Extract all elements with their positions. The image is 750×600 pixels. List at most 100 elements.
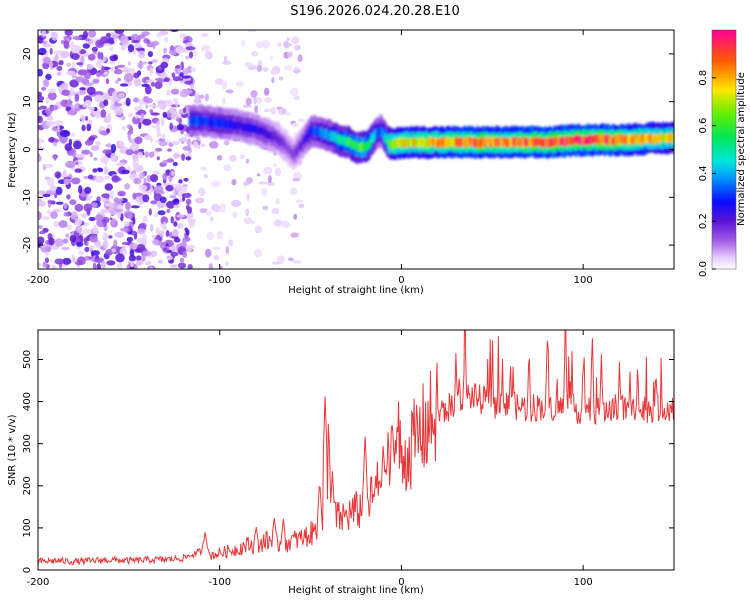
spectrogram-ridge-cell [578,136,581,145]
spectrogram-noise-blob [152,170,160,175]
spectrogram-noise-blob [63,202,68,210]
spectrogram-ridge-cell [318,127,321,137]
spectrogram-ridge-cell [430,137,433,147]
spectrogram-ridge-cell [448,137,451,147]
spectrogram-ridge-cell [402,137,405,146]
spectrogram-ridge-cell [466,136,469,146]
spectrogram-noise-blob [102,71,110,76]
spectrogram-noise-blob [166,200,176,209]
spectrogram-ridge-cell [546,139,549,148]
colorbar-frame [711,29,737,270]
spectrogram-noise-blob [171,72,176,78]
spectrogram-ridge-cell [654,135,657,144]
spectrogram-noise-blob [160,61,169,69]
spectrogram-ridge-cell [394,138,398,148]
spectrogram-ridge-cell [464,138,467,147]
colorbar-tick-label: 0.2 [698,213,709,229]
spectrogram-noise-blob [190,84,195,89]
spectrogram-ridge-cell [237,121,240,131]
spectrogram-ridge-cell [616,135,619,145]
spectrogram-ridge-cell [429,137,432,146]
spectrogram-ridge-cell [321,129,324,139]
spectrogram-ridge-cell [370,134,373,143]
spectrogram-noise-blob [246,30,257,33]
spectrogram-ridge-cell [270,132,273,142]
spectrogram-ridge-cell [462,138,465,148]
spectrogram-ridge-cell [392,139,395,148]
spectrogram-noise-blob [156,33,162,38]
spectrogram-noise-blob [38,47,47,56]
spectrogram-noise-blob [176,214,185,218]
spectrogram-ridge-cell [291,150,295,160]
spectrogram-ridge-cell [414,137,417,146]
spectrogram-ridge-cell [481,136,484,146]
spectrogram-noise-blob [83,203,93,212]
spectrogram-y-tick-label: -10 [22,189,33,205]
spectrogram-ridge-cell [294,147,297,157]
spectrogram-ridge-cell [266,130,269,139]
spectrogram-noise-blob [267,181,275,187]
spectrogram-noise-blob [84,246,90,253]
spectrogram-ridge-cell [457,137,460,147]
spectrogram-noise-blob [87,54,96,61]
colorbar: 0.0 0.2 0.4 0.6 0.8 Normalized spectral ampl… [698,29,747,277]
spectrogram-noise-blob [92,168,98,173]
spectrogram-noise-blob [198,94,205,99]
spectrogram-noise-blob [54,238,64,247]
spectrogram-x-label: Height of straight line (km) [288,285,424,296]
snr-x-tick-label: 100 [574,577,593,588]
spectrogram-noise-blob [50,105,59,111]
spectrogram-noise-blob [71,177,81,185]
spectrogram-noise-blob [264,97,273,103]
spectrogram-ridge-cell [281,138,284,147]
spectrogram-noise-blob [231,179,237,186]
spectrogram-noise-blob [80,114,86,122]
spectrogram-ridge-cell [372,133,375,143]
spectrogram-noise-blob [222,96,226,106]
spectrogram-ridge-cell [480,138,483,148]
spectrogram-ridge-cell [335,134,338,144]
spectrogram-noise-blob [135,47,145,51]
spectrogram-ridge-cell [369,138,372,147]
spectrogram-noise-blob [158,141,168,147]
colorbar-tick-label: 0.4 [698,165,709,181]
spectrogram-ridge-cell [458,138,461,148]
spectrogram-noise-blob [41,40,48,45]
spectrogram-ridge-cell [626,136,629,146]
spectrogram-noise-blob [210,180,221,188]
spectrogram-noise-blob [254,105,259,114]
spectrogram-ridge-cell [569,136,572,145]
spectrogram-noise-blob [183,107,187,113]
spectrogram-noise-blob [278,76,284,81]
spectrogram-noise-blob [154,81,163,89]
spectrogram-noise-blob [138,34,146,39]
spectrogram-noise-blob [138,122,142,130]
spectrogram-ridge-cell [298,141,301,151]
spectrogram-noise-blob [229,154,237,162]
spectrogram-ridge-cell [658,134,661,143]
spectrogram-noise-blob [181,75,191,79]
spectrogram-noise-blob [129,125,134,135]
spectrogram-noise-blob [38,236,45,245]
spectrogram-noise-blob [175,65,181,69]
spectrogram-noise-blob [155,148,163,152]
spectrogram-noise-blob [156,132,162,138]
spectrogram-noise-blob [69,87,75,97]
spectrogram-noise-blob [113,208,124,213]
spectrogram-ridge-cell [486,137,489,146]
spectrogram-noise-blob [125,97,131,107]
spectrogram-ridge-cell [631,136,634,145]
spectrogram-ridge-cell [312,126,315,136]
spectrogram-ridge-cell [361,143,364,152]
spectrogram-ridge-cell [232,120,235,130]
spectrogram-noise-blob [117,262,123,269]
spectrogram-noise-blob [182,239,187,248]
spectrogram-ridge-cell [440,138,443,148]
spectrogram-noise-blob [290,258,294,262]
spectrogram-ridge-cell [531,136,534,146]
spectrogram-ridge-cell [630,135,633,145]
spectrogram-noise-blob [135,260,143,266]
spectrogram-ridge-cell [527,138,530,147]
spectrogram-noise-blob [113,197,119,203]
spectrogram-ridge-cell [377,128,380,137]
